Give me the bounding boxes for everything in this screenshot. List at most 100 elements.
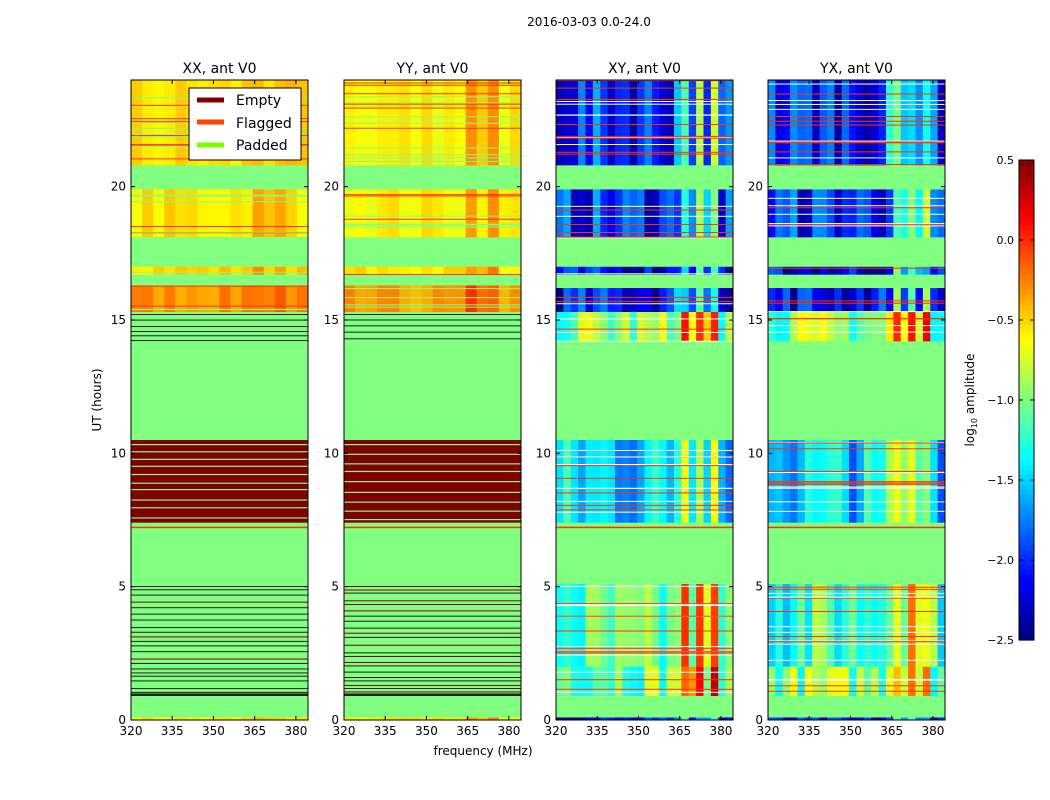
- heatmap-cell: [421, 266, 433, 275]
- heatmap-cell: [703, 666, 712, 696]
- heatmap-cell: [718, 440, 727, 523]
- heatmap-cell: [186, 285, 198, 312]
- heatmap-cell: [622, 440, 631, 523]
- heatmap-cell: [629, 80, 638, 166]
- row-line: [344, 122, 521, 124]
- padded-band: [556, 341, 733, 440]
- heatmap-cell: [556, 440, 564, 523]
- row-line: [768, 679, 945, 681]
- heatmap-cell: [703, 80, 712, 166]
- row-line: [768, 471, 945, 473]
- row-line: [768, 100, 945, 102]
- heatmap-cell: [930, 80, 939, 166]
- colorbar-segment: [1019, 190, 1034, 196]
- heatmap-cell: [659, 584, 668, 667]
- heatmap-cell: [454, 285, 467, 312]
- heatmap-cell: [600, 666, 609, 696]
- empty-line: [344, 655, 521, 657]
- row-line: [768, 157, 945, 159]
- heatmap-cell: [388, 80, 400, 166]
- empty-line: [131, 619, 308, 621]
- heatmap-cell: [827, 717, 835, 720]
- row-line: [556, 87, 733, 89]
- padded-band: [768, 696, 945, 718]
- row-line: [768, 318, 945, 320]
- heatmap-cell: [509, 189, 522, 238]
- heatmap-cell: [622, 312, 631, 342]
- heatmap-cell: [578, 266, 586, 275]
- heatmap-cell: [834, 288, 843, 312]
- heatmap-cell: [703, 717, 712, 720]
- x-tick-label: 320: [333, 724, 356, 738]
- heatmap-cell: [197, 189, 209, 238]
- empty-line: [344, 627, 521, 629]
- padded-band: [131, 165, 308, 190]
- row-line: [768, 197, 945, 199]
- row-line: [556, 209, 733, 211]
- row-line: [556, 477, 733, 479]
- heatmap-cell: [607, 440, 616, 523]
- heatmap-cell: [871, 666, 880, 696]
- heatmap-cell: [629, 312, 638, 342]
- heatmap-cell: [563, 440, 572, 523]
- x-tick-label: 380: [497, 724, 520, 738]
- heatmap-cell: [556, 266, 564, 275]
- heatmap-cell: [688, 80, 697, 166]
- heatmap-cell: [797, 312, 806, 342]
- heatmap-cell: [208, 717, 220, 720]
- heatmap-cell: [344, 189, 356, 238]
- colorbar-segment: [1019, 345, 1034, 351]
- colorbar-tick-label: 0.0: [997, 234, 1015, 247]
- heatmap-cell: [592, 189, 601, 238]
- heatmap-cell: [681, 312, 690, 342]
- heatmap-cell: [768, 288, 776, 312]
- colorbar-segment: [1019, 180, 1034, 186]
- heatmap-cell: [219, 285, 232, 312]
- heatmap-cell: [797, 189, 806, 238]
- row-line: [344, 102, 521, 104]
- colorbar-segment: [1019, 225, 1034, 231]
- heatmap-cell: [454, 189, 467, 238]
- data-band: [131, 285, 309, 312]
- row-line: [768, 611, 945, 613]
- heatmap-cell: [476, 285, 489, 312]
- heatmap-cell: [432, 80, 445, 166]
- padded-line: [131, 488, 308, 491]
- heatmap-cell: [644, 440, 653, 523]
- heatmap-cell: [399, 266, 411, 275]
- heatmap-cell: [900, 584, 909, 667]
- heatmap-cell: [142, 189, 154, 238]
- heatmap-cell: [681, 266, 690, 275]
- heatmap-cell: [432, 717, 445, 720]
- empty-line: [344, 610, 521, 612]
- heatmap-cell: [592, 666, 601, 696]
- heatmap-cell: [782, 717, 791, 720]
- data-band: [768, 312, 946, 342]
- heatmap-cell: [841, 189, 850, 238]
- colorbar-segment: [1019, 230, 1034, 236]
- heatmap-cell: [637, 189, 645, 238]
- padded-band: [768, 528, 945, 584]
- heatmap-cell: [296, 266, 309, 275]
- colorbar-segment: [1019, 285, 1034, 291]
- heatmap-cell: [659, 440, 668, 523]
- padded-line: [131, 451, 308, 453]
- heatmap-cell: [768, 189, 776, 238]
- heatmap-cell: [725, 189, 734, 238]
- colorbar-segment: [1019, 595, 1034, 601]
- heatmap-cell: [908, 189, 916, 238]
- heatmap-cell: [651, 584, 660, 667]
- row-line: [768, 685, 945, 687]
- heatmap-cell: [688, 584, 697, 667]
- heatmap-cell: [410, 717, 422, 720]
- heatmap-cell: [556, 584, 564, 667]
- heatmap-cell: [790, 666, 798, 696]
- heatmap-cell: [718, 312, 727, 342]
- x-tick-label: 335: [374, 724, 397, 738]
- heatmap-cell: [629, 440, 638, 523]
- row-line: [344, 93, 521, 95]
- heatmap-cell: [570, 189, 579, 238]
- colorbar-segment: [1019, 630, 1034, 636]
- row-line: [556, 301, 733, 303]
- padded-band: [768, 274, 945, 286]
